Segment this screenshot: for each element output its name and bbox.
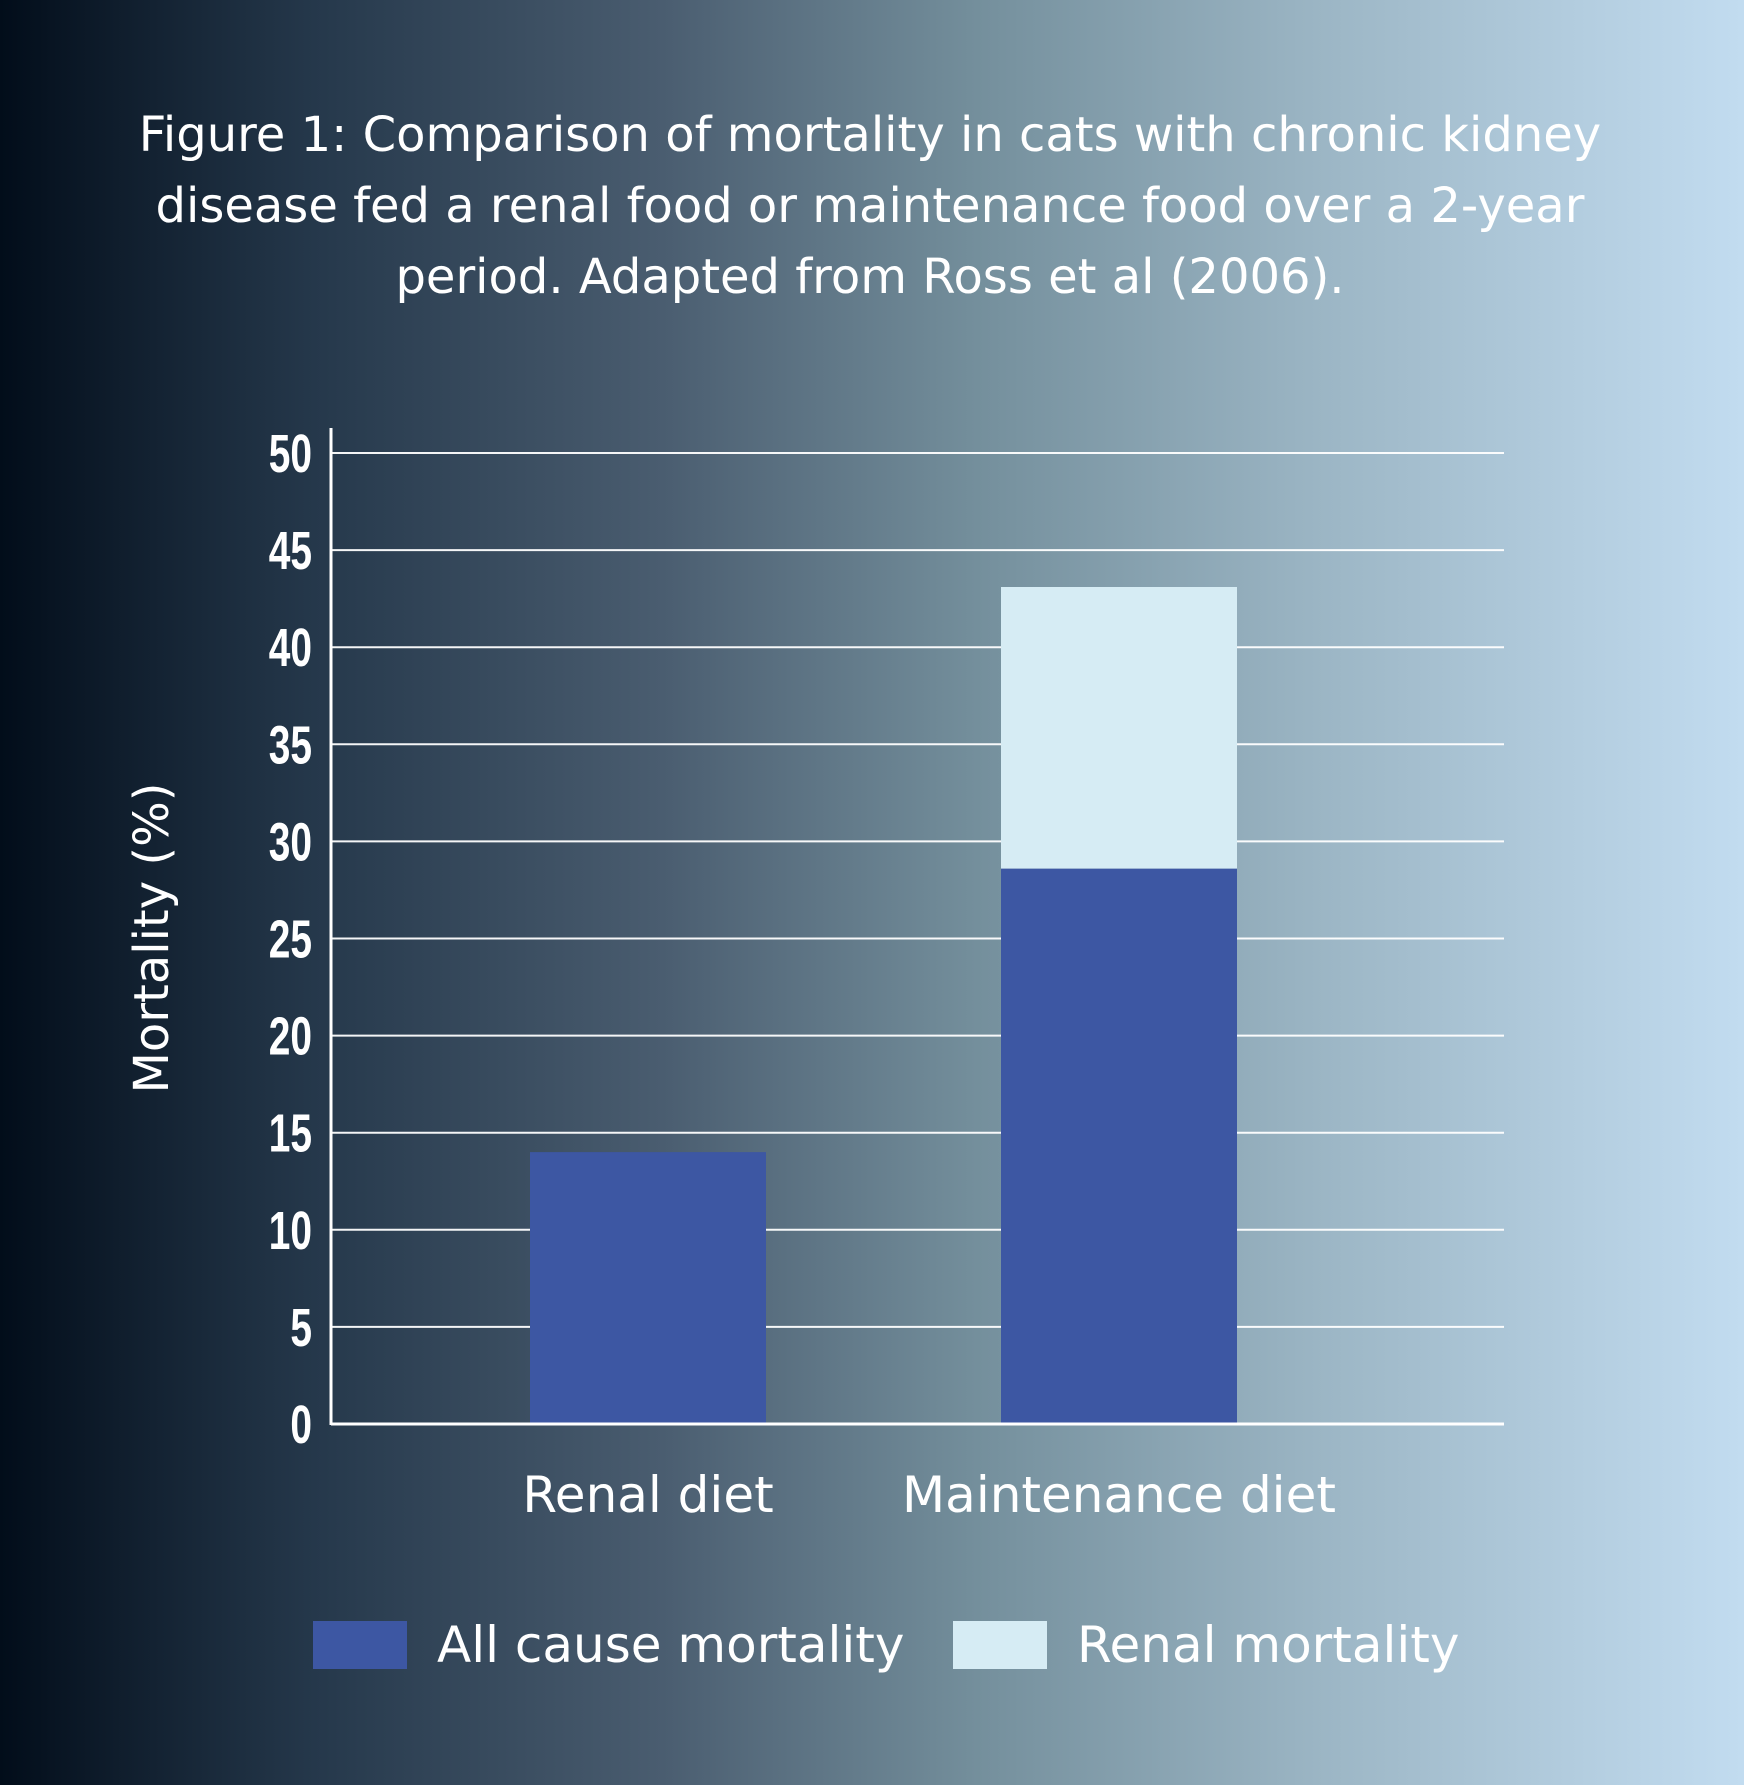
y-tick-label-10: 10 [269, 1199, 312, 1260]
legend-swatch-renal-mortality [953, 1621, 1047, 1669]
y-tick-label-25: 25 [269, 908, 312, 969]
y-tick-label-5: 5 [290, 1297, 312, 1358]
chart-title: Figure 1: Comparison of mortality in cat… [138, 107, 1602, 305]
y-tick-label-30: 30 [269, 811, 312, 872]
legend-label-renal-mortality: Renal mortality [1077, 1616, 1460, 1674]
y-tick-label-45: 45 [269, 520, 312, 581]
x-category-label-1: Maintenance diet [902, 1466, 1336, 1524]
legend-label-all-cause-mortality: All cause mortality [437, 1616, 905, 1674]
y-tick-label-0: 0 [290, 1394, 312, 1455]
y-tick-label-15: 15 [269, 1102, 312, 1163]
legend-swatch-all-cause-mortality [313, 1621, 407, 1669]
y-tick-label-40: 40 [269, 617, 312, 678]
legend-item-all-cause-mortality: All cause mortality [313, 1610, 904, 1680]
bar-maintenance-diet-all-cause [1001, 868, 1237, 1424]
y-tick-label-50: 50 [269, 423, 312, 484]
y-axis-title: Mortality (%) [124, 783, 180, 1094]
legend: All cause mortality Renal mortality [0, 1610, 1744, 1680]
y-tick-label-20: 20 [269, 1005, 312, 1066]
legend-item-renal-mortality: Renal mortality [953, 1610, 1459, 1680]
y-tick-label-35: 35 [269, 714, 312, 775]
bar-maintenance-diet-renal [1001, 586, 1237, 869]
x-category-label-0: Renal diet [522, 1466, 773, 1524]
bar-renal-diet-all-cause [530, 1152, 766, 1424]
